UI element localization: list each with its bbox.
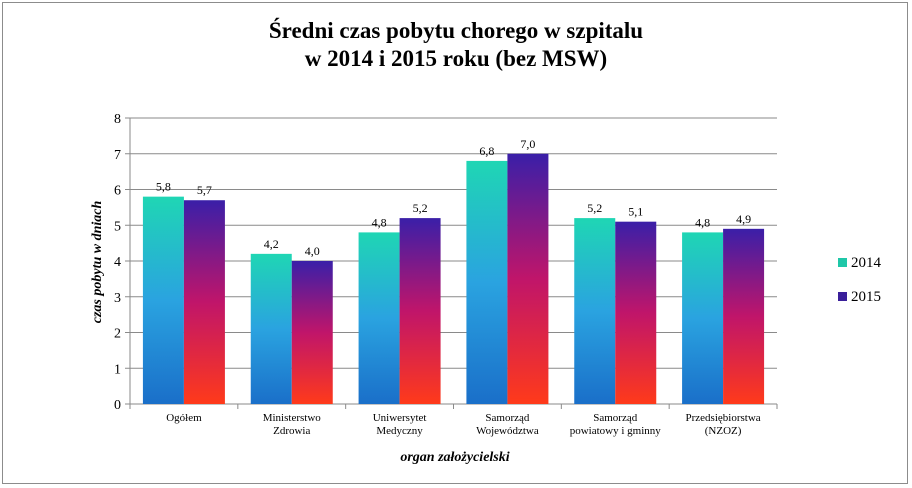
y-tick-label: 7	[114, 148, 121, 163]
bar-2015	[507, 153, 549, 404]
bars	[142, 153, 765, 404]
y-tick-label: 3	[114, 291, 121, 306]
y-tick-label: 0	[114, 398, 121, 413]
legend: 2014 2015	[838, 255, 882, 305]
data-label: 5,2	[413, 201, 428, 215]
data-label: 4,0	[305, 244, 320, 258]
bar-2014	[250, 253, 292, 404]
data-label: 5,2	[587, 201, 602, 215]
data-label: 6,8	[479, 144, 494, 158]
legend-swatch-2014	[838, 258, 847, 267]
x-axis-title: organ założycielski	[400, 450, 509, 465]
chart-title: Średni czas pobytu chorego w szpitalu w …	[3, 17, 909, 73]
x-tick-label: Województwa	[476, 425, 539, 437]
bar-2014	[682, 232, 724, 404]
bar-2015	[291, 261, 333, 404]
x-tick-label: powiatowy i gminny	[570, 425, 662, 437]
data-label: 4,2	[264, 237, 279, 251]
x-tick-label: Uniwersytet	[373, 412, 427, 424]
x-tick-label: Samorząd	[485, 412, 529, 424]
bar-2014	[466, 160, 508, 404]
y-tick-label: 6	[114, 184, 121, 199]
y-tick-label: 5	[114, 219, 121, 234]
bar-2015	[399, 218, 441, 404]
y-axis-title: czas pobytu w dniach	[90, 201, 105, 324]
legend-label-2014: 2014	[851, 255, 882, 271]
bar-2014	[358, 232, 400, 404]
data-label: 7,0	[520, 137, 535, 151]
chart-title-line2: w 2014 i 2015 roku (bez MSW)	[304, 46, 608, 71]
data-label: 4,9	[736, 212, 751, 226]
x-tick-label: Ministerstwo	[263, 412, 322, 424]
data-label: 5,7	[197, 183, 212, 197]
legend-label-2015: 2015	[851, 289, 881, 305]
y-tick-label: 4	[114, 255, 121, 270]
grid	[130, 117, 777, 405]
x-tick-label: (NZOZ)	[705, 425, 742, 437]
x-tick-label: Przedsiębiorstwa	[686, 412, 761, 424]
data-labels: 5,8 5,7 4,2 4,0 4,8 5,2 6,8 7,0 5,2 5,1 4,8 4,9	[156, 137, 751, 258]
y-tick-label: 1	[114, 362, 121, 377]
x-tick-label: Zdrowia	[273, 425, 310, 437]
data-label: 4,8	[372, 215, 387, 229]
bar-2014	[574, 218, 616, 404]
bar-2015	[183, 200, 225, 404]
x-tick-label: Ogółem	[166, 412, 202, 424]
legend-swatch-2015	[838, 292, 847, 301]
data-label: 5,8	[156, 180, 171, 194]
data-label: 5,1	[628, 205, 643, 219]
data-label: 4,8	[695, 215, 710, 229]
x-tick-label: Medyczny	[376, 425, 423, 437]
y-tick-label: 2	[114, 327, 121, 342]
chart-title-line1: Średni czas pobytu chorego w szpitalu	[268, 18, 644, 43]
y-tick-label: 8	[114, 112, 121, 127]
bar-2015	[723, 228, 765, 404]
x-tick-label: Samorząd	[593, 412, 637, 424]
bar-2014	[142, 196, 184, 404]
bar-2015	[615, 221, 657, 404]
